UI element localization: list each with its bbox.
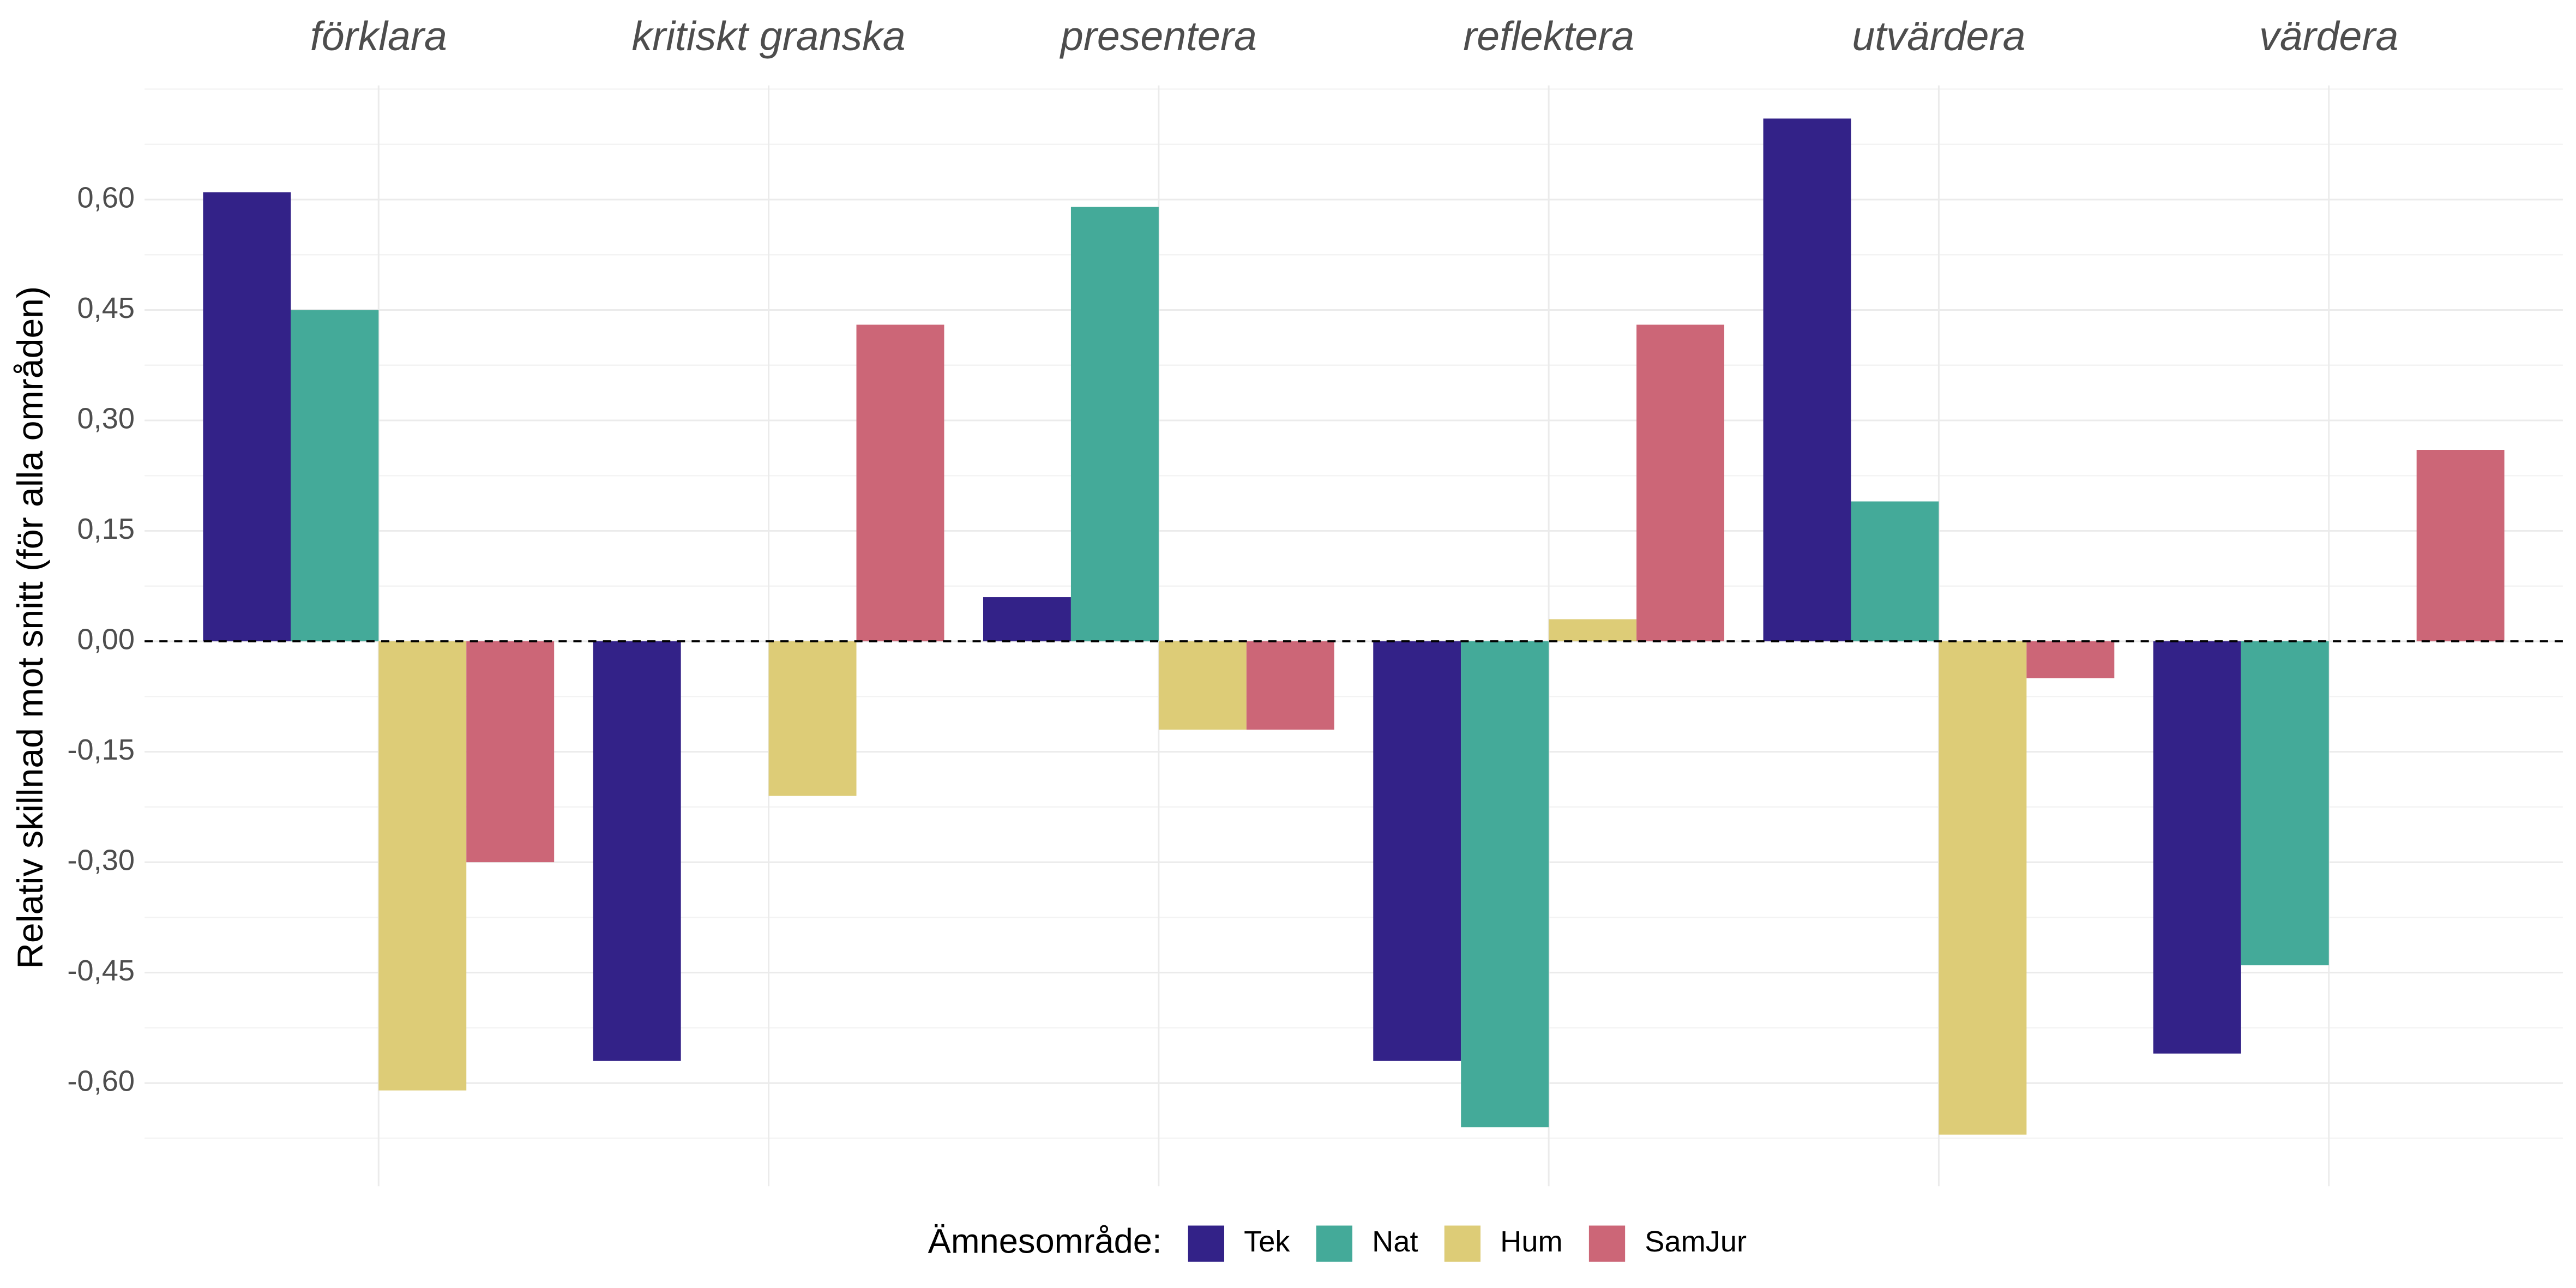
y-axis-title: Relativ skillnad mot snitt (för alla omr… (10, 286, 51, 969)
y-tick-label: 0,45 (77, 292, 135, 324)
strip-label: reflektera (1463, 13, 1634, 59)
bar (2026, 641, 2115, 678)
bar (1373, 641, 1461, 1061)
legend-swatch (1588, 1225, 1626, 1262)
legend-label: Tek (1244, 1225, 1290, 1258)
legend-label: SamJur (1645, 1225, 1747, 1258)
y-tick-label: 0,30 (77, 402, 135, 435)
bar (593, 641, 681, 1061)
plot-area (145, 118, 2563, 1135)
bar (1070, 207, 1159, 642)
legend-swatch (1316, 1225, 1353, 1262)
bar (291, 310, 379, 642)
y-tick-label: -0,60 (67, 1065, 135, 1098)
y-tick-label: 0,00 (77, 623, 135, 655)
legend-swatch (1188, 1225, 1225, 1262)
legend-label: Nat (1372, 1225, 1418, 1258)
bar (378, 641, 467, 1091)
bar (1158, 641, 1247, 730)
bar (466, 641, 555, 863)
bar (203, 192, 291, 642)
y-tick-label: -0,45 (67, 954, 135, 987)
strip-label: presentera (1060, 13, 1257, 59)
y-tick-label: 0,60 (77, 181, 135, 214)
legend-label: Hum (1500, 1225, 1562, 1258)
strip-label: utvärdera (1852, 13, 2025, 59)
bar (983, 597, 1071, 642)
bar (1939, 641, 2027, 1135)
strip-label: kritiskt granska (632, 13, 906, 59)
bar (768, 641, 857, 796)
bar (1763, 118, 1851, 642)
bar (1461, 641, 1549, 1128)
bar (2241, 641, 2329, 966)
bar (1851, 501, 1939, 642)
legend-title: Ämnesområde: (928, 1222, 1162, 1260)
bar (1549, 619, 1637, 642)
bar (1246, 641, 1334, 730)
legend: Ämnesområde: Tek Nat Hum SamJur (928, 1222, 1747, 1262)
legend-swatch (1444, 1225, 1481, 1262)
y-tick-label: -0,15 (67, 733, 135, 766)
y-tick-label: -0,30 (67, 844, 135, 876)
bar (2416, 450, 2505, 642)
y-tick-label: 0,15 (77, 513, 135, 545)
bar (2153, 641, 2241, 1054)
bar (856, 324, 944, 642)
bar (1636, 324, 1725, 642)
strip-label: värdera (2259, 13, 2398, 59)
strip-label: förklara (310, 13, 447, 59)
